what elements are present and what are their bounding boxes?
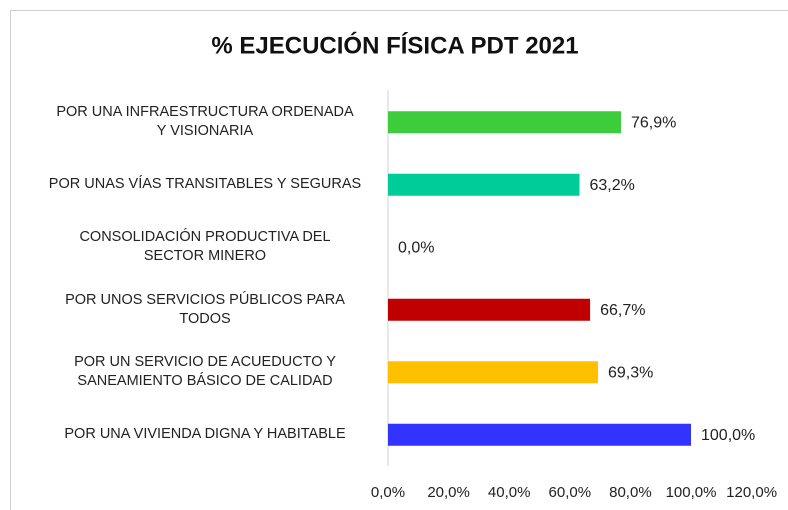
data-label: 66,7% [600,302,645,319]
category-label: POR UNAS VÍAS TRANSITABLES Y SEGURAS [48,176,362,193]
x-tick-label: 40,0% [488,484,531,501]
data-label: 69,3% [608,364,653,381]
data-label: 63,2% [589,177,634,194]
category-label: POR UN SERVICIO DE ACUEDUCTO Y SANEAMIEN… [74,354,336,390]
x-tick-label: 20,0% [427,484,470,501]
x-tick-label: 80,0% [609,484,652,501]
bar [388,298,591,321]
x-tick-label: 60,0% [549,484,592,501]
data-label: 0,0% [398,239,434,256]
data-label: 100,0% [701,427,755,444]
x-tick-label: 120,0% [726,484,777,501]
category-label: POR UNA VIVIENDA DIGNA Y HABITABLE [64,426,346,443]
bar [388,173,580,196]
x-tick-label: 0,0% [371,484,405,501]
bar [388,111,622,134]
x-tick-label: 100,0% [666,484,717,501]
chart-border [10,10,788,510]
category-label: POR UNOS SERVICIOS PÚBLICOS PARA TODOS [65,291,345,327]
data-label: 76,9% [631,114,676,131]
chart-title: % EJECUCIÓN FÍSICA PDT 2021 [211,31,578,59]
bar [388,423,691,446]
category-label: POR UNA INFRAESTRUCTURA ORDENADA Y VISIO… [56,104,354,140]
bar [388,361,598,384]
category-label: CONSOLIDACIÓN PRODUCTIVA DEL SECTOR MINE… [79,229,331,265]
